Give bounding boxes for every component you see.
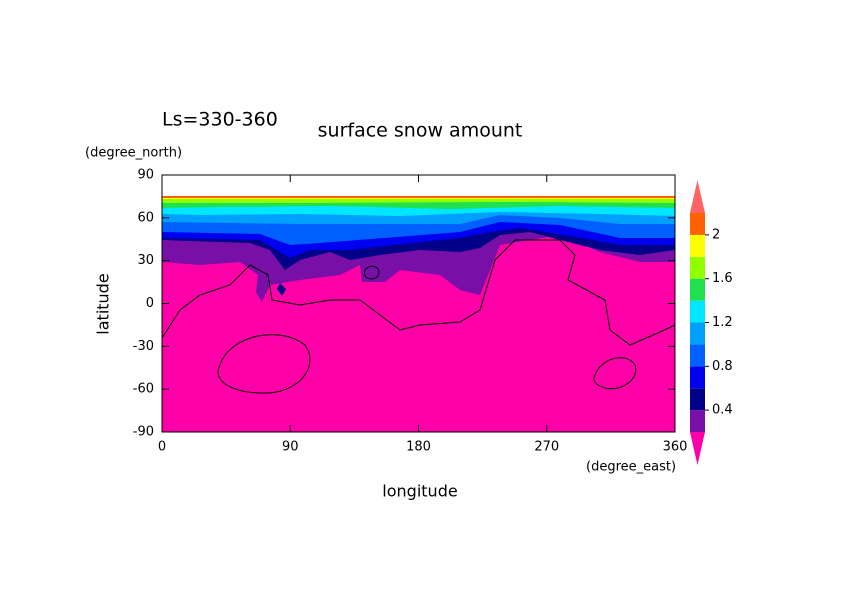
x-axis-label: longitude (382, 482, 457, 501)
annotation: Ls=330-360 (162, 109, 278, 131)
colorbar-extend (690, 432, 705, 465)
y-unit: (degree_north) (85, 146, 182, 161)
colorbar-box (690, 300, 705, 323)
colorbar-tick-label: 0.8 (712, 359, 733, 374)
y-tick-label: -90 (133, 425, 154, 440)
map-band (277, 283, 286, 296)
x-tick-label: 90 (282, 440, 299, 455)
colorbar-box (690, 322, 705, 345)
colorbar-box (690, 256, 705, 279)
x-tick-label: 360 (663, 440, 688, 455)
colorbar-box (690, 388, 705, 411)
colorbar-tick-label: 0.4 (712, 403, 733, 418)
colorbar-box (690, 278, 705, 301)
map-band (162, 196, 675, 198)
colorbar-box (690, 234, 705, 257)
y-tick-label: 60 (137, 210, 154, 225)
x-tick-label: 270 (534, 440, 559, 455)
y-tick-label: 90 (137, 168, 154, 183)
x-tick-label: 180 (406, 440, 431, 455)
colorbar: 0.4 0.8 1.2 1.6 2 (690, 180, 733, 465)
colorbar-box (690, 410, 705, 432)
y-tick-label: -30 (133, 339, 154, 354)
contour-line (161, 239, 676, 394)
colorbar-box (690, 344, 705, 367)
x-tick-label: 0 (158, 440, 166, 455)
colorbar-tick-label: 1.2 (712, 315, 733, 330)
colorbar-box (690, 213, 705, 235)
colorbar-tick-label: 1.6 (712, 271, 733, 286)
colorbar-tick-label: 2 (712, 227, 720, 242)
chart-title: surface snow amount (318, 120, 523, 142)
y-tick-label: -60 (133, 382, 154, 397)
colorbar-extend (690, 180, 705, 213)
y-tick-label: 0 (146, 296, 154, 311)
y-tick-label: 30 (137, 253, 154, 268)
x-unit: (degree_east) (586, 460, 676, 475)
colorbar-box (690, 366, 705, 389)
map (161, 196, 676, 432)
y-axis-label: latitude (94, 273, 113, 334)
